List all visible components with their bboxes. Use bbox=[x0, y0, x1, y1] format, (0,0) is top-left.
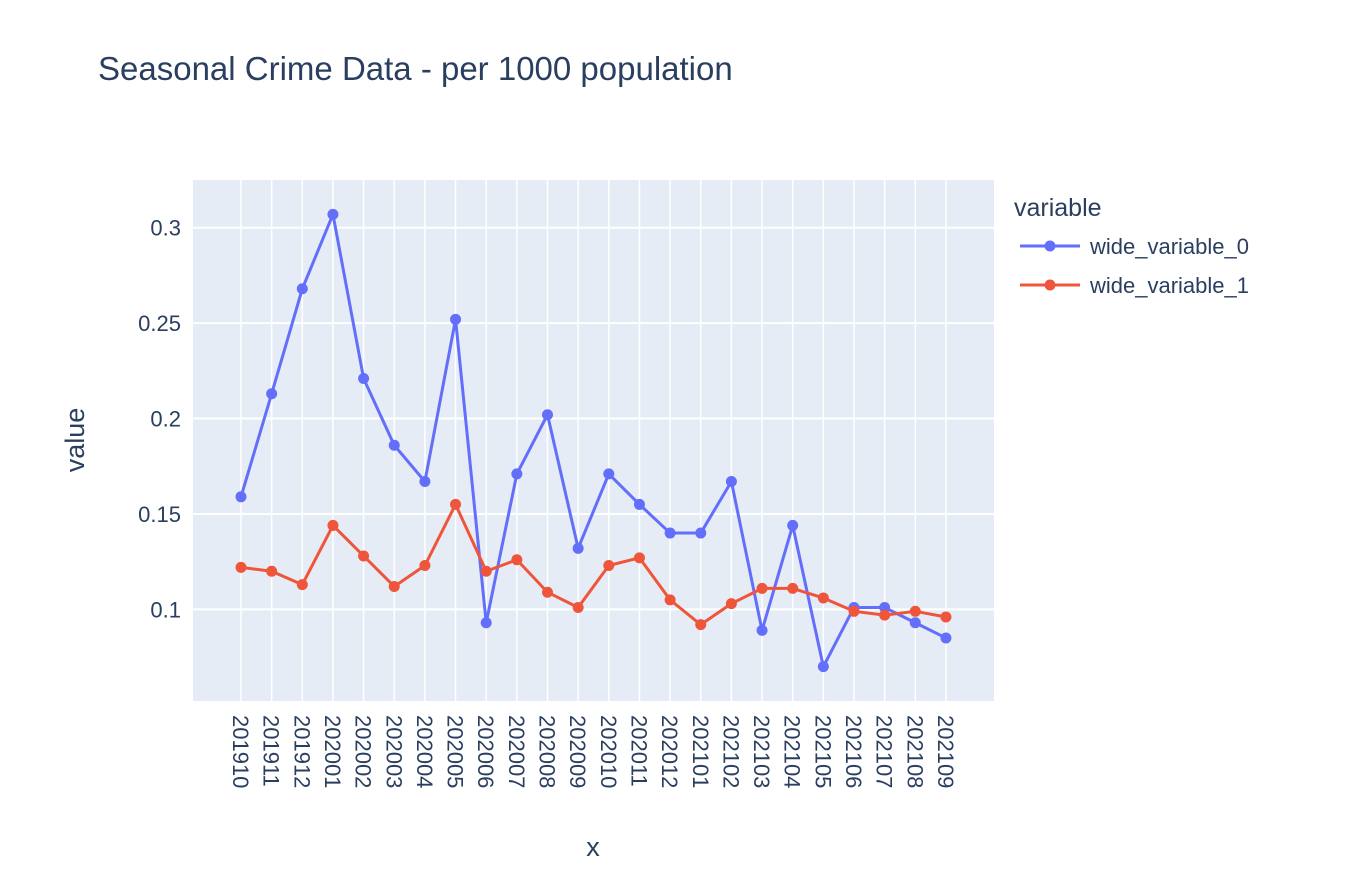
series-wide_variable_1 bbox=[235, 498, 952, 631]
x-tick-label: 202009 bbox=[565, 715, 590, 788]
x-tick-label: 202102 bbox=[718, 715, 743, 788]
data-point[interactable] bbox=[388, 580, 400, 592]
data-point[interactable] bbox=[787, 582, 799, 594]
data-point[interactable] bbox=[480, 565, 492, 577]
x-tick-label: 202109 bbox=[933, 715, 958, 788]
data-point[interactable] bbox=[909, 617, 921, 629]
data-point[interactable] bbox=[695, 527, 707, 539]
data-point[interactable] bbox=[603, 560, 615, 572]
data-point[interactable] bbox=[388, 439, 400, 451]
data-point[interactable] bbox=[725, 598, 737, 610]
x-tick-label: 202010 bbox=[596, 715, 621, 788]
y-tick-label: 0.3 bbox=[150, 216, 181, 241]
data-point[interactable] bbox=[450, 313, 462, 325]
data-point[interactable] bbox=[879, 601, 891, 613]
data-point[interactable] bbox=[542, 586, 553, 598]
data-point[interactable] bbox=[450, 498, 462, 510]
x-tick-label: 202106 bbox=[841, 715, 866, 788]
x-tick-label: 202104 bbox=[780, 715, 805, 788]
data-point[interactable] bbox=[603, 468, 615, 480]
data-point[interactable] bbox=[419, 476, 431, 488]
data-point[interactable] bbox=[511, 468, 523, 480]
data-point[interactable] bbox=[572, 542, 584, 554]
x-tick-label: 202012 bbox=[657, 715, 682, 788]
series-line bbox=[240, 502, 947, 627]
x-tick-label: 202108 bbox=[902, 715, 927, 788]
series-wide_variable_0 bbox=[235, 208, 952, 673]
data-point[interactable] bbox=[787, 519, 799, 531]
legend-label: wide_variable_1 bbox=[1089, 273, 1249, 298]
x-tick-label: 202103 bbox=[749, 715, 774, 788]
y-tick-labels: 0.1 0.15 0.2 0.25 0.3 bbox=[138, 216, 181, 623]
x-tick-label: 201911 bbox=[259, 715, 284, 787]
legend-swatch-marker bbox=[1044, 240, 1056, 252]
data-point[interactable] bbox=[633, 498, 645, 510]
data-point[interactable] bbox=[480, 617, 492, 629]
data-point[interactable] bbox=[756, 582, 768, 594]
plot-area bbox=[193, 180, 994, 701]
legend-swatch-marker bbox=[1044, 279, 1056, 291]
data-point[interactable] bbox=[664, 527, 676, 539]
data-point[interactable] bbox=[235, 561, 247, 573]
legend-label: wide_variable_0 bbox=[1089, 234, 1249, 259]
data-point[interactable] bbox=[940, 611, 952, 623]
x-tick-label: 202005 bbox=[443, 715, 468, 788]
data-point[interactable] bbox=[358, 550, 370, 562]
data-point[interactable] bbox=[327, 208, 339, 220]
data-point[interactable] bbox=[358, 372, 370, 384]
data-point[interactable] bbox=[419, 560, 431, 572]
data-point[interactable] bbox=[296, 283, 308, 295]
y-tick-label: 0.25 bbox=[138, 311, 181, 336]
y-tick-label: 0.15 bbox=[138, 502, 181, 527]
legend[interactable]: variable wide_variable_0 wide_variable_1 bbox=[1014, 194, 1249, 298]
y-gridlines bbox=[193, 226, 994, 611]
legend-title: variable bbox=[1014, 194, 1102, 222]
data-point[interactable] bbox=[572, 601, 584, 613]
data-point[interactable] bbox=[725, 476, 737, 488]
series-layer bbox=[235, 208, 952, 673]
data-point[interactable] bbox=[940, 632, 952, 644]
data-point[interactable] bbox=[909, 605, 921, 617]
x-tick-label: 202003 bbox=[381, 715, 406, 788]
y-tick-label: 0.2 bbox=[150, 407, 181, 432]
x-tick-label: 202105 bbox=[810, 715, 835, 788]
x-tick-label: 202007 bbox=[504, 715, 529, 788]
data-point[interactable] bbox=[266, 565, 278, 577]
y-axis-title: value bbox=[60, 408, 90, 473]
series-line bbox=[239, 212, 947, 669]
data-point[interactable] bbox=[327, 519, 339, 531]
x-tick-label: 202011 bbox=[626, 715, 651, 787]
data-point[interactable] bbox=[664, 594, 676, 606]
x-tick-label: 201910 bbox=[228, 715, 253, 788]
data-point[interactable] bbox=[756, 624, 768, 636]
data-point[interactable] bbox=[817, 592, 829, 604]
x-tick-label: 202002 bbox=[351, 715, 376, 788]
x-tick-label: 202107 bbox=[872, 715, 897, 788]
data-point[interactable] bbox=[235, 491, 247, 503]
data-point[interactable] bbox=[633, 552, 645, 564]
x-tick-label: 202101 bbox=[688, 715, 713, 788]
data-point[interactable] bbox=[817, 661, 829, 673]
data-point[interactable] bbox=[542, 409, 553, 421]
x-tick-label: 202004 bbox=[412, 715, 437, 788]
x-tick-label: 202006 bbox=[473, 715, 498, 788]
x-tick-label: 201912 bbox=[289, 715, 314, 788]
legend-item[interactable]: wide_variable_0 bbox=[1020, 234, 1249, 259]
data-point[interactable] bbox=[511, 554, 523, 566]
data-point[interactable] bbox=[266, 388, 278, 400]
x-tick-label: 202008 bbox=[535, 715, 560, 788]
data-point[interactable] bbox=[879, 609, 891, 621]
x-tick-label: 202001 bbox=[320, 715, 345, 788]
data-point[interactable] bbox=[848, 605, 860, 617]
legend-item[interactable]: wide_variable_1 bbox=[1020, 273, 1249, 298]
x-axis-title: x bbox=[586, 832, 600, 862]
data-point[interactable] bbox=[695, 619, 707, 631]
y-tick-label: 0.1 bbox=[150, 597, 181, 622]
x-tick-labels: 201910 201911 201912 202001 202002 202003 2020… bbox=[228, 715, 958, 788]
chart-title: Seasonal Crime Data - per 1000 populatio… bbox=[98, 50, 733, 87]
data-point[interactable] bbox=[296, 579, 308, 591]
